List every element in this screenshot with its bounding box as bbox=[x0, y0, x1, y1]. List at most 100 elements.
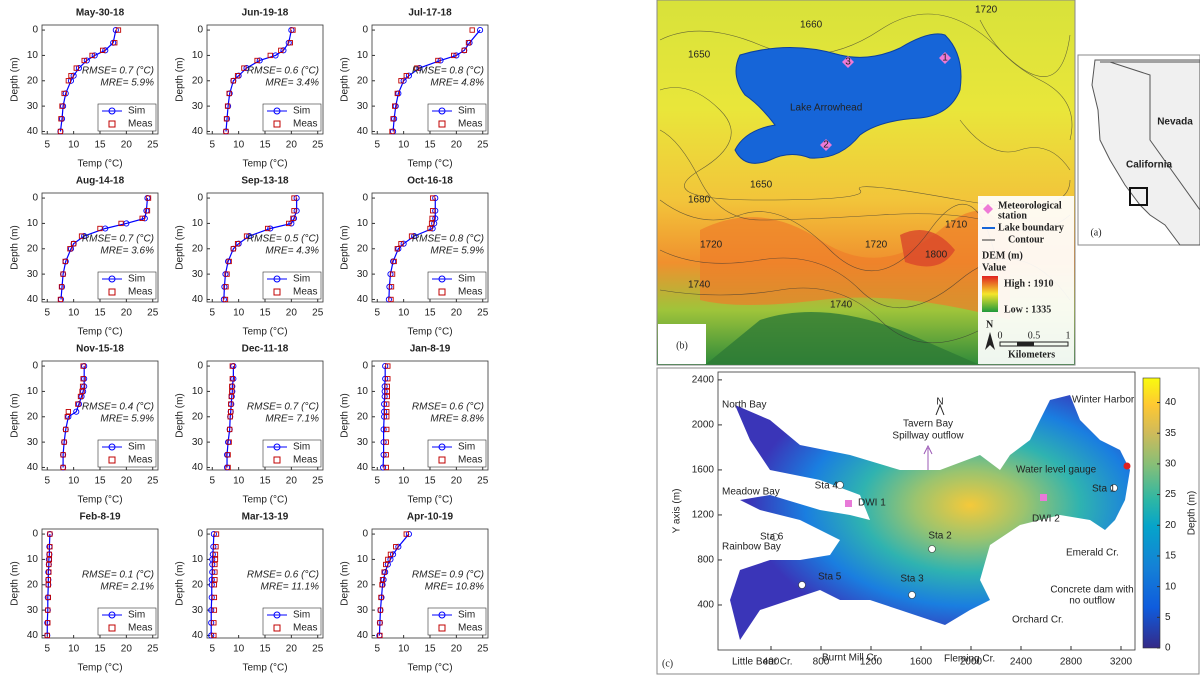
x-tick-label: 5 bbox=[44, 308, 50, 319]
panel-label: (a) bbox=[1090, 227, 1101, 238]
meas-point bbox=[62, 258, 68, 265]
meas-point bbox=[212, 551, 219, 557]
x-tick-label: 10 bbox=[233, 308, 245, 319]
meas-point bbox=[97, 225, 103, 232]
station-dot bbox=[908, 591, 916, 599]
y-axis-label: Depth (m) bbox=[175, 561, 186, 605]
x-tick-label: 15 bbox=[424, 308, 436, 319]
y-tick-label: 10 bbox=[27, 386, 39, 397]
x-tick-label: 10 bbox=[233, 476, 245, 487]
x-tick-label: 1200 bbox=[860, 657, 883, 668]
y-tick-label: 20 bbox=[357, 579, 369, 590]
meas-point bbox=[145, 195, 152, 201]
y-axis-label: Depth (m) bbox=[10, 57, 21, 101]
meas-point bbox=[81, 57, 87, 64]
profile-panel: Mar-13-19 5 10 15 20 25 0 10 20 30 40 Temp (°C) Dept… bbox=[175, 512, 324, 674]
sim-point bbox=[123, 220, 130, 227]
panel-title: Aug-14-18 bbox=[76, 176, 125, 187]
map-legend: Meteorological station Lake boundary Con… bbox=[978, 196, 1074, 364]
colorbar-tick-label: 5 bbox=[1165, 612, 1171, 623]
y-tick-label: 10 bbox=[27, 50, 39, 61]
legend-box bbox=[97, 607, 157, 636]
meas-point bbox=[67, 246, 73, 252]
legend-label: Meas bbox=[128, 287, 152, 298]
y-axis-label: Depth (m) bbox=[340, 225, 351, 269]
legend-text: Low : 1335 bbox=[1004, 304, 1051, 315]
meas-point bbox=[227, 426, 233, 433]
y-tick-label: 40 bbox=[192, 126, 204, 137]
y-tick-label: 0 bbox=[32, 361, 38, 372]
meas-point bbox=[291, 208, 297, 214]
sim-point bbox=[272, 52, 279, 59]
meas-point bbox=[99, 47, 106, 53]
meas-point bbox=[469, 27, 475, 33]
x-tick-label: 15 bbox=[94, 308, 106, 319]
meas-point bbox=[46, 551, 53, 557]
y-tick-label: 0 bbox=[362, 25, 368, 36]
meas-point bbox=[60, 464, 66, 471]
meas-point bbox=[46, 556, 53, 563]
x-tick-label: 10 bbox=[398, 140, 410, 151]
colorbar-label: Depth (m) bbox=[1187, 491, 1198, 535]
meas-point bbox=[211, 632, 217, 639]
y-tick-label: 10 bbox=[357, 218, 369, 229]
contour-label: 1720 bbox=[700, 240, 723, 251]
meas-point bbox=[389, 128, 395, 135]
y-tick-label: 30 bbox=[357, 269, 369, 280]
x-tick-label: 20 bbox=[451, 476, 463, 487]
map-label: DWI 2 bbox=[1032, 514, 1060, 525]
dem-peak bbox=[900, 230, 955, 267]
meas-point bbox=[384, 426, 390, 433]
annotation: MRE= 10.8% bbox=[425, 582, 484, 593]
state-border bbox=[1109, 61, 1200, 211]
y-tick-label: 40 bbox=[27, 294, 39, 305]
meas-point bbox=[59, 103, 65, 109]
axes-frame bbox=[717, 371, 1136, 651]
meas-point bbox=[391, 258, 397, 265]
y-tick-label: 0 bbox=[362, 529, 368, 540]
x-tick-label: 10 bbox=[398, 476, 410, 487]
y-tick-label: 30 bbox=[192, 605, 204, 616]
meas-point bbox=[383, 439, 389, 445]
meas-point bbox=[461, 47, 467, 53]
station-dot bbox=[1110, 484, 1118, 492]
x-axis-label: Temp (°C) bbox=[407, 327, 452, 338]
colorbar-tick-label: 25 bbox=[1165, 489, 1177, 500]
map-a: Nevada California (a) bbox=[1077, 54, 1200, 246]
meas-point bbox=[428, 220, 435, 227]
meas-point bbox=[139, 215, 145, 221]
contour-label: 1660 bbox=[800, 20, 823, 31]
meas-point bbox=[394, 246, 400, 252]
x-tick-label: 25 bbox=[477, 308, 489, 319]
x-tick-label: 400 bbox=[763, 657, 780, 668]
meas-point bbox=[45, 620, 51, 626]
meas-point bbox=[211, 620, 217, 626]
meas-point bbox=[79, 383, 86, 389]
profile-panel: Sep-13-18 5 10 15 20 25 0 10 20 30 40 Temp (°C) Dept… bbox=[175, 176, 324, 338]
meas-point bbox=[392, 103, 398, 109]
legend-label: Sim bbox=[458, 106, 475, 117]
meas-point bbox=[57, 128, 64, 135]
meas-point bbox=[228, 393, 234, 400]
meas-point bbox=[229, 376, 235, 382]
meas-point bbox=[45, 582, 51, 588]
scale-label: 0 bbox=[998, 330, 1003, 341]
meas-point bbox=[388, 296, 394, 303]
map-label: Spillway outflow bbox=[892, 431, 964, 442]
map-label: Rainbow Bay bbox=[722, 542, 781, 553]
legend-key bbox=[273, 456, 281, 464]
meas-point bbox=[223, 116, 230, 122]
scale-bar-fill bbox=[1017, 342, 1034, 346]
meas-point bbox=[384, 409, 390, 415]
annotation: MRE= 3.4% bbox=[265, 78, 319, 89]
meas-point bbox=[377, 607, 384, 613]
x-tick-label: 25 bbox=[477, 644, 489, 655]
dwi-marker bbox=[1040, 494, 1047, 501]
annotation: RMSE= 0.1 (°C) bbox=[82, 570, 154, 581]
meas-point bbox=[80, 376, 86, 382]
y-tick-label: 20 bbox=[27, 579, 39, 590]
y-tick-label: 20 bbox=[357, 411, 369, 422]
y-tick-label: 10 bbox=[192, 50, 204, 61]
legend-key bbox=[273, 120, 281, 128]
station-label: 3 bbox=[845, 57, 851, 68]
